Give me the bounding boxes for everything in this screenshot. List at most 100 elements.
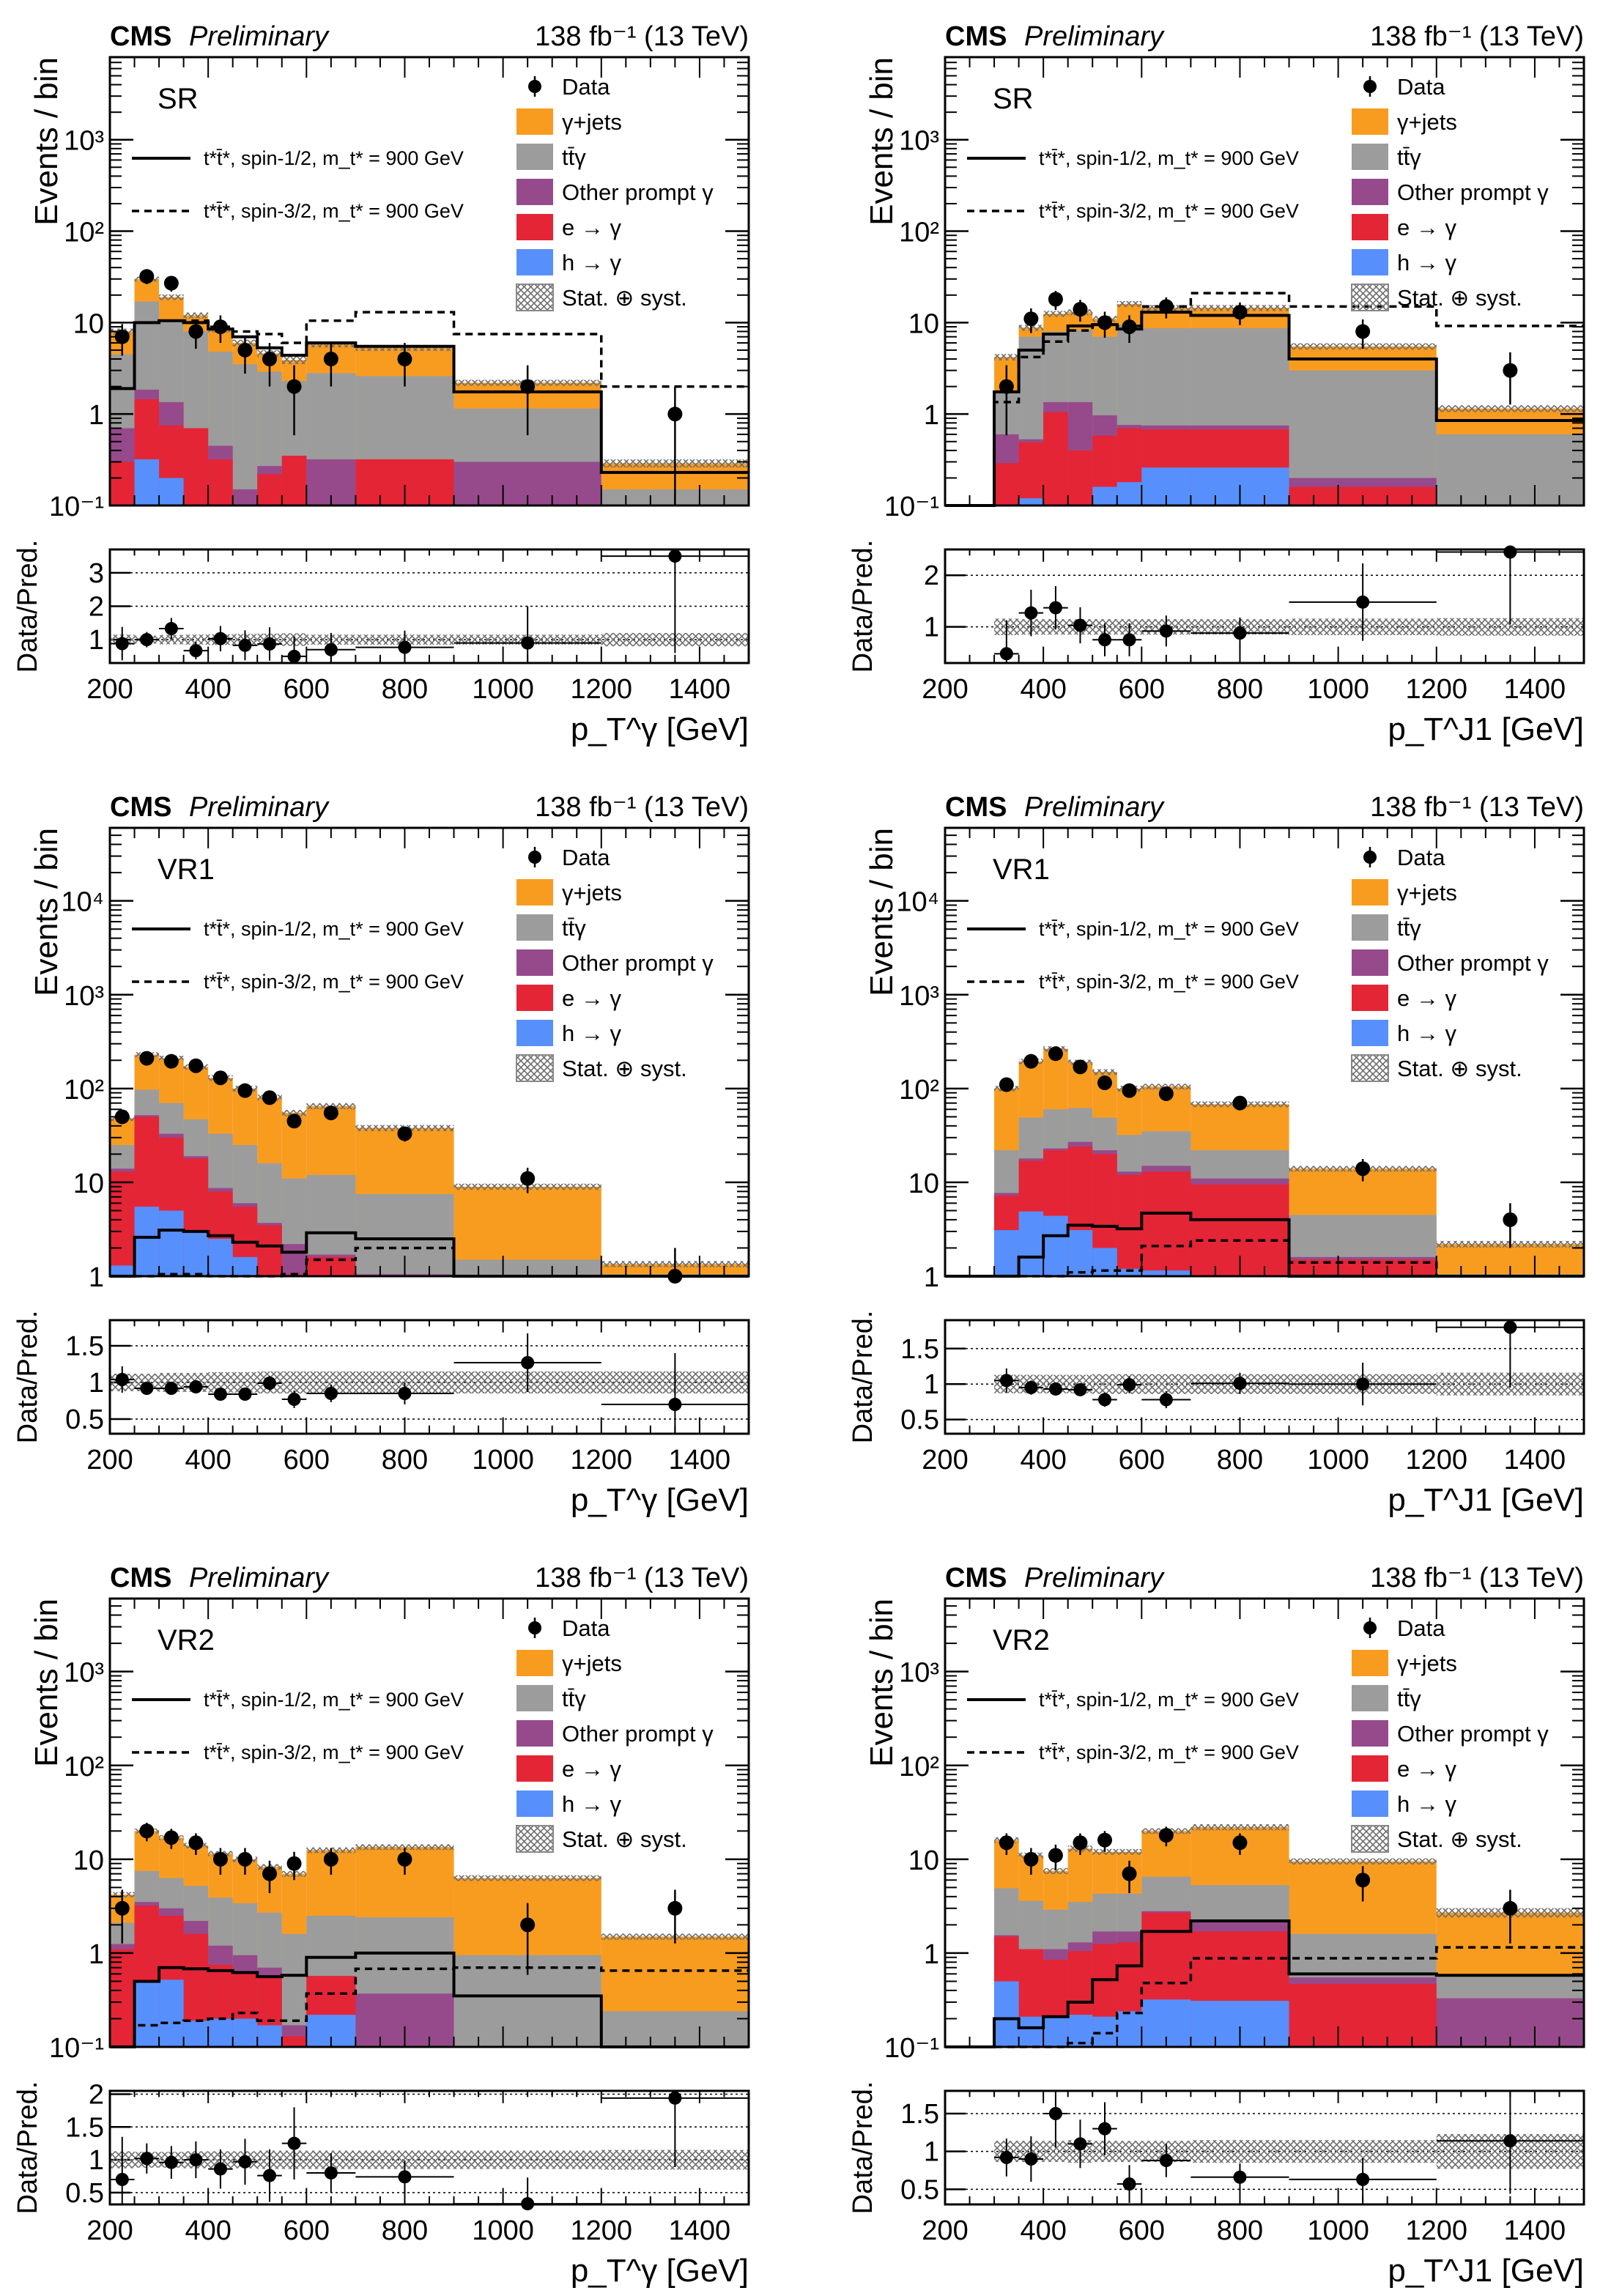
data-point (1503, 1900, 1518, 1916)
x-axis-label: p_T^J1 [GeV] (1388, 711, 1584, 747)
preliminary-label: Preliminary (1024, 1563, 1165, 1593)
data-point (188, 1835, 204, 1851)
legend-swatch-other (516, 179, 553, 205)
legend-label-data: Data (1397, 845, 1445, 870)
x-tick-label: 1000 (1307, 1445, 1369, 1475)
x-axis-label: p_T^γ [GeV] (571, 711, 749, 747)
x-tick-label: 1200 (1405, 674, 1467, 705)
ratio-point (1159, 1393, 1173, 1407)
ratio-point (140, 2152, 154, 2166)
bar-htog (1092, 1248, 1117, 1276)
data-point (999, 1077, 1014, 1092)
legend-label-other: Other prompt γ (1397, 1721, 1549, 1747)
legend-label-gjets: γ+jets (562, 109, 622, 135)
data-point (1122, 1866, 1137, 1881)
legend-spin12-label: t*t̄*, spin-1/2, m_t* = 900 GeV (204, 918, 464, 940)
ratio-point (1122, 1378, 1136, 1392)
ratio-point (287, 1393, 301, 1406)
legend-swatch-etog (516, 1755, 553, 1782)
data-point (1122, 319, 1137, 335)
x-tick-label: 400 (185, 1445, 231, 1475)
legend-swatch-gjets (516, 879, 553, 906)
bar-htog (1116, 2011, 1142, 2047)
legend-label-etog: e → γ (1397, 215, 1456, 240)
ratio-point (1233, 2170, 1247, 2184)
x-axis-label: p_T^J1 [GeV] (1388, 1482, 1584, 1518)
data-point (1048, 1848, 1063, 1863)
legend-label-etog: e → γ (1397, 1756, 1456, 1782)
legend-swatch-unc (516, 284, 554, 311)
region-label: SR (993, 83, 1034, 115)
ratio-point (1503, 2134, 1517, 2148)
data-point (1158, 1828, 1174, 1843)
data-point (1122, 1083, 1137, 1098)
bar-etog (110, 462, 135, 506)
legend-swatch-gjets (516, 108, 553, 135)
legend-swatch-etog (1352, 985, 1388, 1011)
y-tick-label: 1 (89, 1939, 104, 1970)
y-tick-label: 10⁴ (61, 887, 104, 918)
x-tick-label: 200 (86, 1445, 133, 1475)
lumi-label: 138 fb⁻¹ (13 TeV) (535, 21, 749, 52)
legend-label-htog: h → γ (562, 250, 621, 275)
legend-label-gjets: γ+jets (1397, 1651, 1457, 1676)
ratio-point (1073, 2137, 1087, 2151)
data-point (212, 1070, 228, 1086)
ratio-plot-frame (944, 548, 1585, 664)
legend-spin32-label: t*t̄*, spin-3/2, m_t* = 900 GeV (1039, 971, 1299, 993)
legend-label-ttg: tt̄γ (562, 915, 586, 941)
y-tick-label: 10 (908, 308, 939, 339)
y-tick-label: 1 (924, 1939, 939, 1970)
data-point (1232, 1095, 1248, 1111)
bar-htog (159, 1210, 184, 1276)
cms-label: CMS (945, 792, 1007, 823)
y-tick-label: 10² (64, 218, 104, 248)
legend-swatch-other (1352, 179, 1388, 205)
ratio-point (213, 2162, 227, 2176)
ratio-y-tick-label: 1.5 (900, 1334, 939, 1365)
bar-etog (1018, 442, 1044, 506)
bar-htog (1067, 2015, 1093, 2047)
bar-etog (281, 456, 307, 506)
y-tick-label: 10³ (64, 126, 104, 157)
ratio-point (398, 2170, 412, 2184)
bar-etog (183, 428, 209, 506)
x-tick-label: 800 (382, 2215, 428, 2246)
ratio-point (1073, 618, 1087, 632)
data-point (1355, 1873, 1371, 1888)
uncertainty-band (453, 1875, 601, 1881)
legend-label-data: Data (562, 74, 610, 100)
x-tick-label: 200 (86, 674, 133, 705)
ratio-point (263, 2169, 276, 2182)
x-tick-label: 400 (185, 674, 231, 705)
ratio-point (1503, 545, 1517, 559)
data-point (1048, 1046, 1063, 1062)
lumi-label: 138 fb⁻¹ (13 TeV) (1370, 21, 1584, 52)
bar-htog (1043, 1215, 1068, 1276)
x-tick-label: 600 (1119, 1445, 1165, 1475)
ratio-point (1233, 1377, 1247, 1390)
legend-swatch-htog (1352, 249, 1388, 275)
data-point (323, 352, 338, 367)
data-point (139, 1051, 155, 1066)
ratio-point (287, 2136, 301, 2150)
region-label: VR2 (158, 1624, 215, 1656)
bar-htog (159, 478, 184, 506)
data-point (212, 1851, 228, 1867)
bar-etog (1067, 450, 1093, 506)
legend-swatch-gjets (1352, 1650, 1388, 1676)
y-tick-label: 10³ (899, 126, 939, 157)
legend-label-unc: Stat. ⊕ syst. (562, 285, 687, 311)
ratio-y-tick-label: 1.5 (65, 1331, 104, 1362)
ratio-point (324, 2166, 338, 2180)
cms-label: CMS (945, 21, 1007, 52)
legend-label-htog: h → γ (562, 1791, 621, 1817)
data-point (1023, 1851, 1039, 1867)
bar-htog (1092, 2016, 1117, 2047)
ratio-y-tick-label: 1 (89, 1368, 104, 1399)
data-point (1023, 311, 1039, 327)
data-point (397, 1126, 412, 1141)
y-tick-label: 10⁴ (896, 887, 939, 918)
legend-label-ttg: tt̄γ (1397, 915, 1421, 941)
ratio-point (521, 636, 535, 650)
